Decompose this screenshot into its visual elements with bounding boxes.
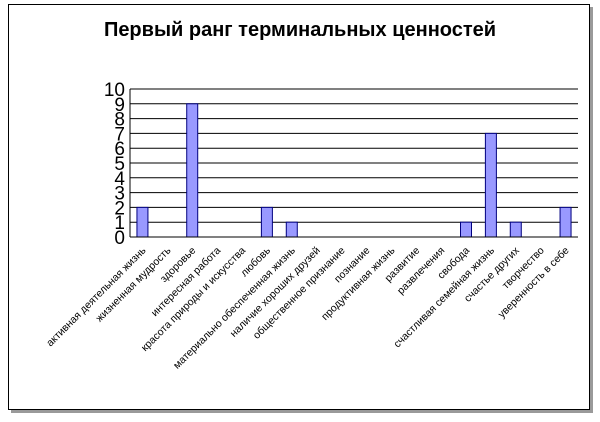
bar — [260, 206, 273, 238]
chart-title: Первый ранг терминальных ценностей — [103, 19, 497, 41]
y-tick-label: 2 — [114, 198, 125, 219]
bar — [285, 221, 298, 238]
y-tick-label: 4 — [114, 169, 125, 190]
y-tick-label: 6 — [114, 139, 125, 160]
y-tick-label: 5 — [114, 154, 125, 175]
bar — [186, 103, 199, 238]
bar — [509, 221, 522, 238]
y-tick-label: 3 — [114, 184, 125, 205]
bar — [136, 206, 149, 238]
y-tick-label: 9 — [114, 95, 125, 116]
y-tick-label: 10 — [104, 80, 125, 101]
bar — [559, 206, 572, 238]
bars — [136, 103, 572, 238]
gridlines — [130, 88, 578, 238]
bar — [460, 221, 472, 238]
y-tick-label: 7 — [114, 124, 125, 145]
y-tick-label: 0 — [114, 228, 125, 249]
bar — [484, 132, 497, 238]
x-tick-label: активная деятельная жизнь — [44, 244, 149, 349]
y-tick-label: 1 — [114, 213, 125, 234]
y-tick-label: 8 — [114, 110, 125, 131]
